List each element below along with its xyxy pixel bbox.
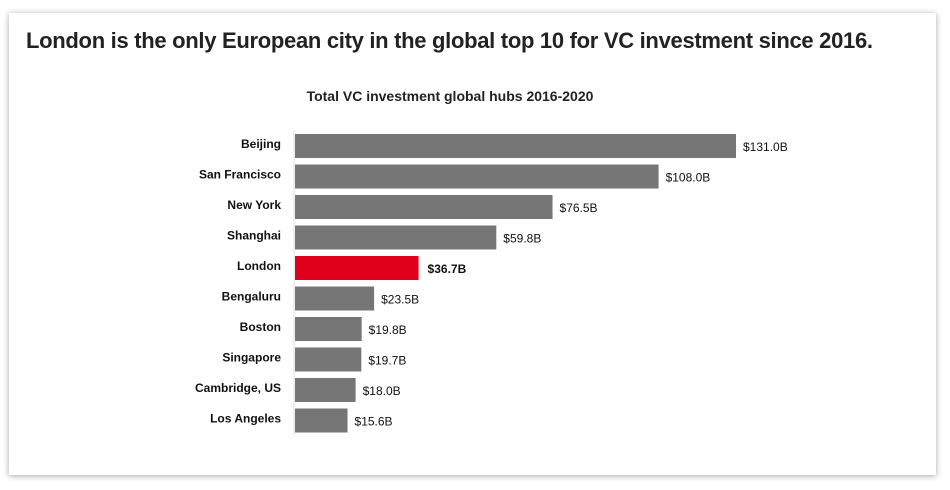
bar-shanghai <box>295 225 497 250</box>
bar-cambridge-us <box>295 378 356 402</box>
value-label: $23.5B <box>381 293 419 307</box>
bar-new-york <box>295 195 553 219</box>
bar-bengaluru <box>295 286 375 311</box>
value-label: $19.7B <box>368 354 406 368</box>
value-label: $108.0B <box>666 171 711 185</box>
category-label: London <box>237 259 281 273</box>
category-label: Beijing <box>241 137 281 151</box>
category-label: Cambridge, US <box>195 381 281 395</box>
category-label: Singapore <box>222 351 281 365</box>
value-label: $18.0B <box>363 384 401 398</box>
value-label: $36.7B <box>428 262 467 276</box>
category-label: Boston <box>240 320 281 334</box>
headline: London is the only European city in the … <box>26 28 873 53</box>
bar-beijing <box>295 134 736 158</box>
category-label: New York <box>227 198 281 212</box>
bar-san-francisco <box>295 164 659 189</box>
value-label: $19.8B <box>369 323 407 337</box>
value-label: $15.6B <box>355 415 393 429</box>
value-label: $131.0B <box>743 140 788 154</box>
bar-los-angeles <box>295 408 348 433</box>
value-label: $76.5B <box>560 201 598 215</box>
bar-london <box>295 256 419 280</box>
category-label: San Francisco <box>199 168 281 182</box>
chart-title: Total VC investment global hubs 2016-202… <box>306 88 594 104</box>
bar-boston <box>295 317 362 341</box>
value-label: $59.8B <box>503 232 541 246</box>
category-label: Shanghai <box>227 229 281 243</box>
category-label: Bengaluru <box>222 290 281 304</box>
bar-singapore <box>295 347 362 372</box>
category-label: Los Angeles <box>210 412 281 426</box>
